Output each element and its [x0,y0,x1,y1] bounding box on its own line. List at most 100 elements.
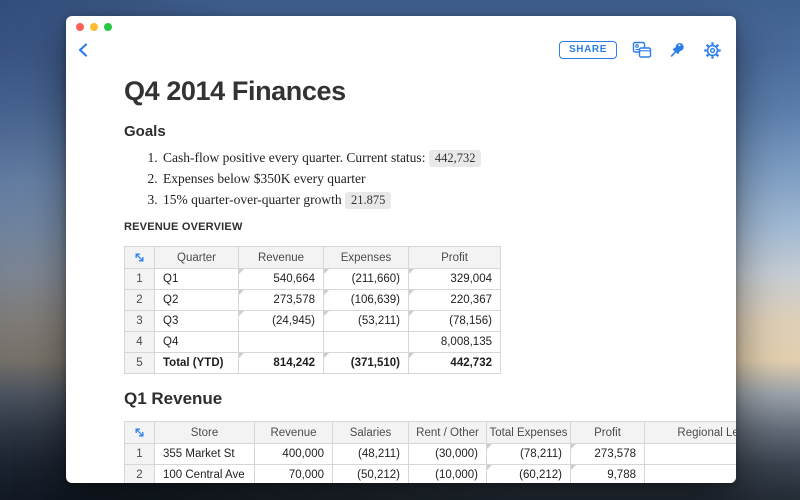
column-header[interactable]: Store [154,421,255,444]
zoom-button[interactable] [104,23,112,31]
formula-corner-mark [409,290,414,295]
goals-heading[interactable]: Goals [124,123,166,140]
toolbar: SHARE [66,36,736,64]
table-resize-icon[interactable] [132,250,147,265]
table-cell[interactable] [238,331,324,353]
table-cell[interactable]: (48,211) [332,443,409,465]
column-header[interactable]: Expenses [323,246,409,269]
formula-corner-mark [324,311,329,316]
row-number[interactable]: 2 [124,464,155,483]
documents-button[interactable] [632,40,652,60]
table-row: 1 355 Market St 400,000 (48,211) (30,000) (78… [124,443,736,465]
table-cell[interactable]: (24,945) [238,310,324,332]
table-cell[interactable]: (60,212) [486,464,571,483]
table-cell[interactable] [644,443,736,465]
table-cell[interactable]: Q3 [154,310,239,332]
table-cell[interactable]: 100 Central Ave [154,464,255,483]
table-resize-icon[interactable] [132,425,147,440]
formula-badge[interactable]: 21.875 [345,192,392,209]
goal-item[interactable]: Expenses below $350K every quarter [161,168,736,189]
table-cell[interactable]: 220,367 [408,289,501,311]
table-cell[interactable]: (50,212) [332,464,409,483]
table-cell[interactable]: 70,000 [254,464,333,483]
close-button[interactable] [76,23,84,31]
table-row: 5 Total (YTD) 814,242 (371,510) 442,732 [124,352,501,374]
row-number[interactable]: 1 [124,268,155,290]
table-cell[interactable]: Q2 [154,289,239,311]
formula-corner-mark [487,444,492,449]
table-cell[interactable]: (78,211) [486,443,571,465]
formula-corner-mark [239,290,244,295]
column-header[interactable]: Salaries [332,421,409,444]
table-row: 2 Q2 273,578 (106,639) 220,367 [124,289,501,311]
table-cell[interactable]: (10,000) [408,464,487,483]
formula-corner-mark [409,269,414,274]
table-cell[interactable]: 9,788 [570,464,645,483]
document-body: Q4 2014 Finances Goals Cash-flow positiv… [66,76,736,483]
table-corner[interactable] [124,421,155,444]
table-cell[interactable]: 814,242 [238,352,324,374]
table-cell[interactable]: Q4 [154,331,239,353]
column-header[interactable]: Profit [570,421,645,444]
table-cell[interactable]: (78,156) [408,310,501,332]
table-cell[interactable]: 8,008,135 [408,331,501,353]
column-header[interactable]: Quarter [154,246,239,269]
revenue-overview-table: Quarter Revenue Expenses Profit 1 Q1 540,664 (2… [124,246,736,374]
table-cell[interactable]: 355 Market St [154,443,255,465]
table-cell[interactable]: 273,578 [238,289,324,311]
row-number[interactable]: 1 [124,443,155,465]
row-number[interactable]: 4 [124,331,155,353]
table-cell[interactable]: Total (YTD) [154,352,239,374]
row-number[interactable]: 3 [124,310,155,332]
revenue-overview-heading[interactable]: REVENUE OVERVIEW [124,221,243,233]
table-cell[interactable] [644,464,736,483]
column-header[interactable]: Profit [408,246,501,269]
table-cell[interactable]: 273,578 [570,443,645,465]
table-cell[interactable]: (106,639) [323,289,409,311]
formula-badge[interactable]: 442,732 [428,150,482,167]
column-header[interactable]: Revenue [238,246,324,269]
formula-corner-mark [409,311,414,316]
row-number[interactable]: 2 [124,289,155,311]
table-row: 3 Q3 (24,945) (53,211) (78,156) [124,310,501,332]
chevron-left-icon [78,43,88,57]
column-header[interactable]: Revenue [254,421,333,444]
table-cell[interactable]: Q1 [154,268,239,290]
table-cell[interactable]: (30,000) [408,443,487,465]
table-cell[interactable]: 540,664 [238,268,324,290]
goal-item[interactable]: 15% quarter-over-quarter growth 21.875 [161,189,736,210]
window-titlebar[interactable] [66,16,736,36]
pin-button[interactable] [667,40,687,60]
formula-corner-mark [239,311,244,316]
table-row: 1 Q1 540,664 (211,660) 329,004 [124,268,501,290]
formula-corner-mark [571,465,576,470]
table-cell[interactable]: 442,732 [408,352,501,374]
q1-revenue-heading[interactable]: Q1 Revenue [124,389,223,408]
table-cell[interactable]: (371,510) [323,352,409,374]
formula-corner-mark [239,353,244,358]
table-cell[interactable]: (211,660) [323,268,409,290]
minimize-button[interactable] [90,23,98,31]
back-button[interactable] [74,40,94,60]
column-header[interactable]: Total Expenses [486,421,571,444]
document-title[interactable]: Q4 2014 Finances [124,76,346,106]
settings-button[interactable] [702,40,722,60]
settings-gear-icon [703,41,721,59]
share-button[interactable]: SHARE [558,41,617,59]
pin-icon [670,42,684,57]
table-cell[interactable]: (53,211) [323,310,409,332]
table-cell[interactable] [323,331,409,353]
goal-item[interactable]: Cash-flow positive every quarter. Curren… [161,147,736,168]
app-window: SHARE [66,16,736,483]
table-row: 4 Q4 8,008,135 [124,331,501,353]
table-corner[interactable] [124,246,155,269]
goals-list: Cash-flow positive every quarter. Curren… [124,147,736,210]
formula-corner-mark [409,353,414,358]
table-row: 2 100 Central Ave 70,000 (50,212) (10,000) (6… [124,464,736,483]
table-cell[interactable]: 329,004 [408,268,501,290]
row-number[interactable]: 5 [124,352,155,374]
column-header[interactable]: Regional Lead [644,421,736,444]
formula-corner-mark [571,444,576,449]
table-cell[interactable]: 400,000 [254,443,333,465]
column-header[interactable]: Rent / Other [408,421,487,444]
